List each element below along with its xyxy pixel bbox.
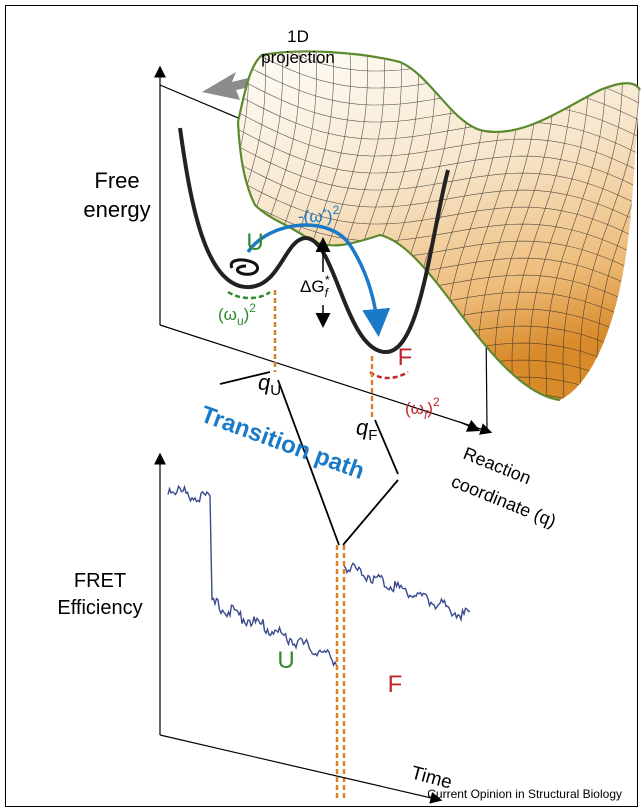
part: (ω bbox=[218, 305, 237, 324]
axis-label: Free bbox=[94, 168, 139, 193]
state-label: F bbox=[388, 671, 403, 698]
part: -(ω bbox=[298, 207, 323, 226]
part: U bbox=[270, 382, 281, 399]
part: (ω bbox=[405, 399, 424, 418]
part: f bbox=[325, 286, 330, 300]
q-u-label: qU bbox=[258, 370, 281, 399]
mesh-line bbox=[230, 0, 640, 2]
part: F bbox=[368, 427, 377, 444]
part: 2 bbox=[433, 395, 440, 409]
fret-axes bbox=[160, 455, 440, 800]
omega-f-arrow bbox=[460, 422, 478, 430]
projection-label: projection bbox=[261, 48, 335, 67]
axis-label: Efficiency bbox=[57, 597, 142, 619]
protein-icon bbox=[231, 260, 257, 274]
part: 2 bbox=[249, 301, 256, 315]
part: * bbox=[325, 273, 330, 287]
fret-trace-f bbox=[344, 563, 470, 619]
mesh-line bbox=[230, 0, 640, 19]
q-f-label: qF bbox=[356, 415, 377, 444]
state-label: U bbox=[277, 647, 294, 674]
axis-label: coordinate (q) bbox=[449, 471, 559, 531]
part: q bbox=[258, 370, 271, 395]
part: 2 bbox=[333, 203, 340, 217]
source-label: Current Opinion in Structural Biology bbox=[427, 787, 622, 801]
part: ΔG bbox=[300, 277, 325, 296]
axis-label: FRET bbox=[74, 570, 126, 592]
state-label: F bbox=[398, 344, 413, 371]
barrier-label: ΔGf* bbox=[300, 273, 330, 300]
state-label: U bbox=[246, 229, 263, 256]
fret-trace-u bbox=[168, 486, 337, 665]
omega-u-label: (ωu)2 bbox=[218, 301, 256, 328]
curvature-u bbox=[228, 292, 270, 298]
axis-label: energy bbox=[83, 197, 150, 222]
part: q bbox=[356, 415, 369, 440]
omega-f-label: (ωf)2 bbox=[405, 395, 440, 422]
projection-label: 1D bbox=[287, 27, 309, 46]
part: u bbox=[237, 314, 244, 328]
curvature-f bbox=[370, 372, 408, 378]
figure: 1D projection Free energy U -(ω*)2 ΔGf* … bbox=[0, 0, 643, 812]
transition-path-label: Transition path bbox=[197, 401, 368, 485]
